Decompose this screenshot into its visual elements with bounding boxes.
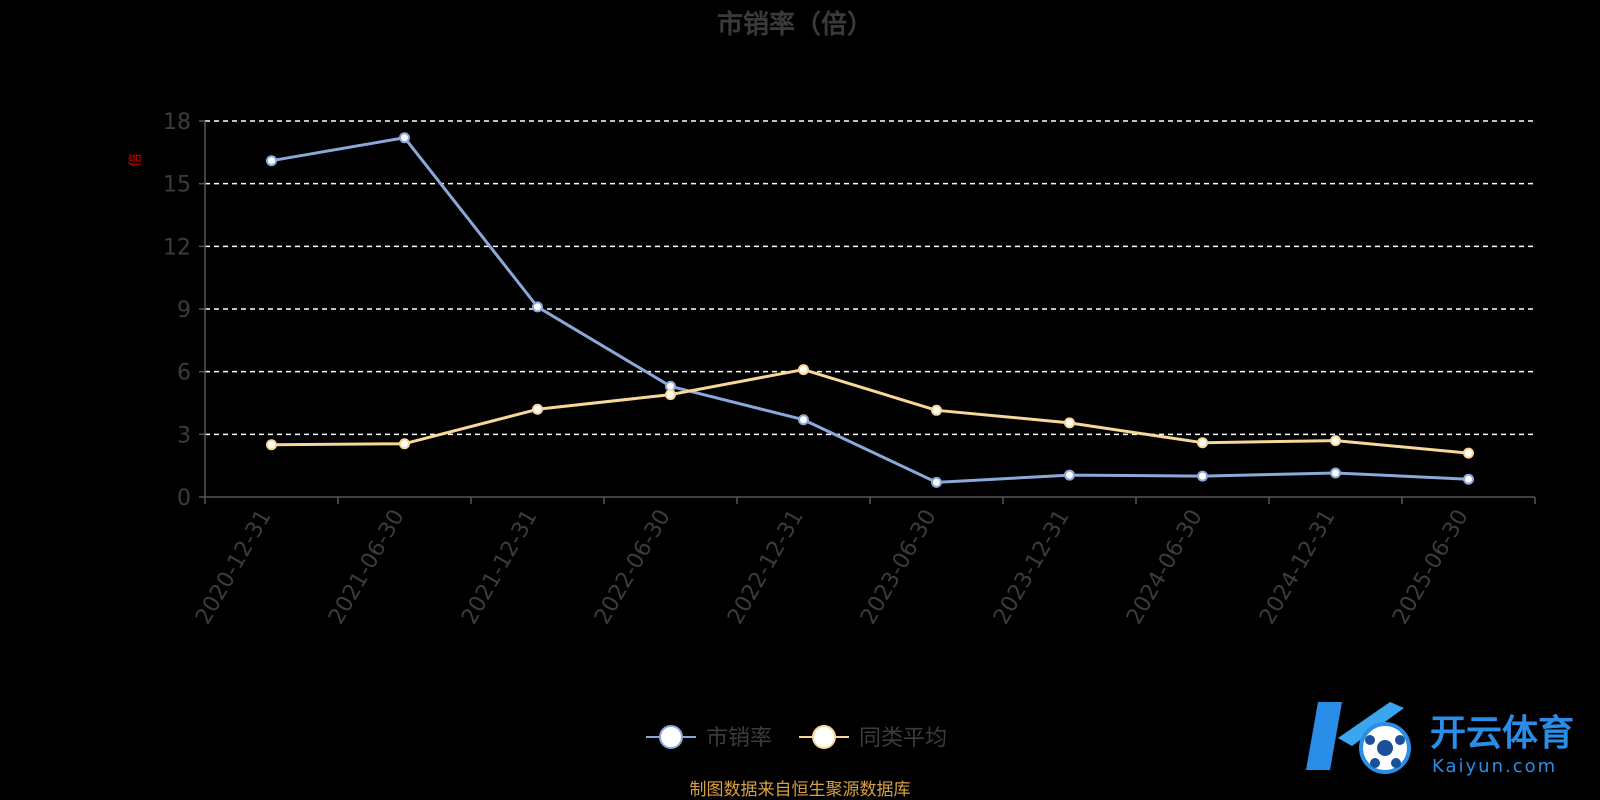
data-point-series-2[interactable]	[399, 438, 410, 450]
x-tick-label: 2020-12-31	[191, 506, 277, 629]
data-point-series-1[interactable]	[532, 301, 543, 313]
x-tick-label: 2024-06-30	[1122, 506, 1208, 629]
data-point-series-2[interactable]	[931, 404, 942, 416]
y-tick-label: 18	[163, 110, 191, 135]
data-point-series-1[interactable]	[798, 414, 809, 426]
y-tick-label: 15	[163, 173, 191, 198]
data-point-series-2[interactable]	[1197, 437, 1208, 449]
x-tick-label: 2021-12-31	[457, 506, 543, 629]
watermark-en-text: Kaiyun.com	[1432, 756, 1557, 777]
y-tick-label: 9	[177, 298, 191, 323]
y-tick-label: 6	[177, 361, 191, 386]
x-tick-label: 2021-06-30	[324, 506, 410, 629]
kaiyun-logo-icon	[1306, 702, 1411, 774]
data-point-series-2[interactable]	[266, 439, 277, 451]
legend-item-series-1[interactable]: 市销率	[646, 725, 772, 751]
source-note: 制图数据来自恒生聚源数据库	[690, 780, 911, 800]
data-point-series-2[interactable]	[1330, 435, 1341, 447]
data-point-series-1[interactable]	[266, 155, 277, 167]
x-tick-label: 2023-06-30	[856, 506, 942, 629]
series-line-2	[271, 368, 1469, 455]
data-point-series-2[interactable]	[1064, 417, 1075, 429]
legend-label-series-1: 市销率	[706, 726, 772, 751]
y-axis-unit-mark: 倍	[128, 153, 144, 167]
legend-marker-series-2	[812, 725, 836, 749]
x-tick-label: 2022-06-30	[590, 506, 676, 629]
x-tick-label: 2023-12-31	[989, 506, 1075, 629]
x-tick-label: 2022-12-31	[723, 506, 809, 629]
x-tick-label: 2025-06-30	[1388, 506, 1474, 629]
data-point-series-1[interactable]	[399, 132, 410, 144]
data-point-series-2[interactable]	[1463, 447, 1474, 459]
data-point-series-1[interactable]	[1197, 470, 1208, 482]
data-point-series-2[interactable]	[665, 389, 676, 401]
y-tick-label: 12	[163, 235, 191, 260]
data-point-series-1[interactable]	[1330, 467, 1341, 479]
legend: 市销率 同类平均	[646, 725, 947, 751]
x-tick-label: 2024-12-31	[1255, 506, 1341, 629]
data-point-series-1[interactable]	[1463, 473, 1474, 485]
legend-label-series-2: 同类平均	[859, 726, 947, 751]
watermark-logo: 开云体育 Kaiyun.com	[1306, 702, 1574, 777]
watermark-cn-text: 开云体育	[1430, 713, 1574, 754]
legend-item-series-2[interactable]: 同类平均	[799, 725, 947, 751]
data-point-series-1[interactable]	[1064, 469, 1075, 481]
y-axis-ticks: 0 3 6 9 12 15 18	[163, 110, 205, 511]
data-point-series-2[interactable]	[532, 403, 543, 415]
y-tick-label: 0	[177, 486, 191, 511]
chart-title: 市销率（倍）	[717, 9, 873, 40]
series-line-1	[271, 136, 1469, 484]
data-point-series-2[interactable]	[798, 364, 809, 376]
data-point-series-1[interactable]	[931, 476, 942, 488]
legend-marker-series-1	[659, 725, 683, 749]
series-layer	[266, 132, 1474, 488]
y-tick-label: 3	[177, 423, 191, 448]
x-axis-ticks: 2020-12-31 2021-06-30 2021-12-31 2022-06-30…	[191, 497, 1536, 629]
grid-lines	[205, 120, 1535, 436]
